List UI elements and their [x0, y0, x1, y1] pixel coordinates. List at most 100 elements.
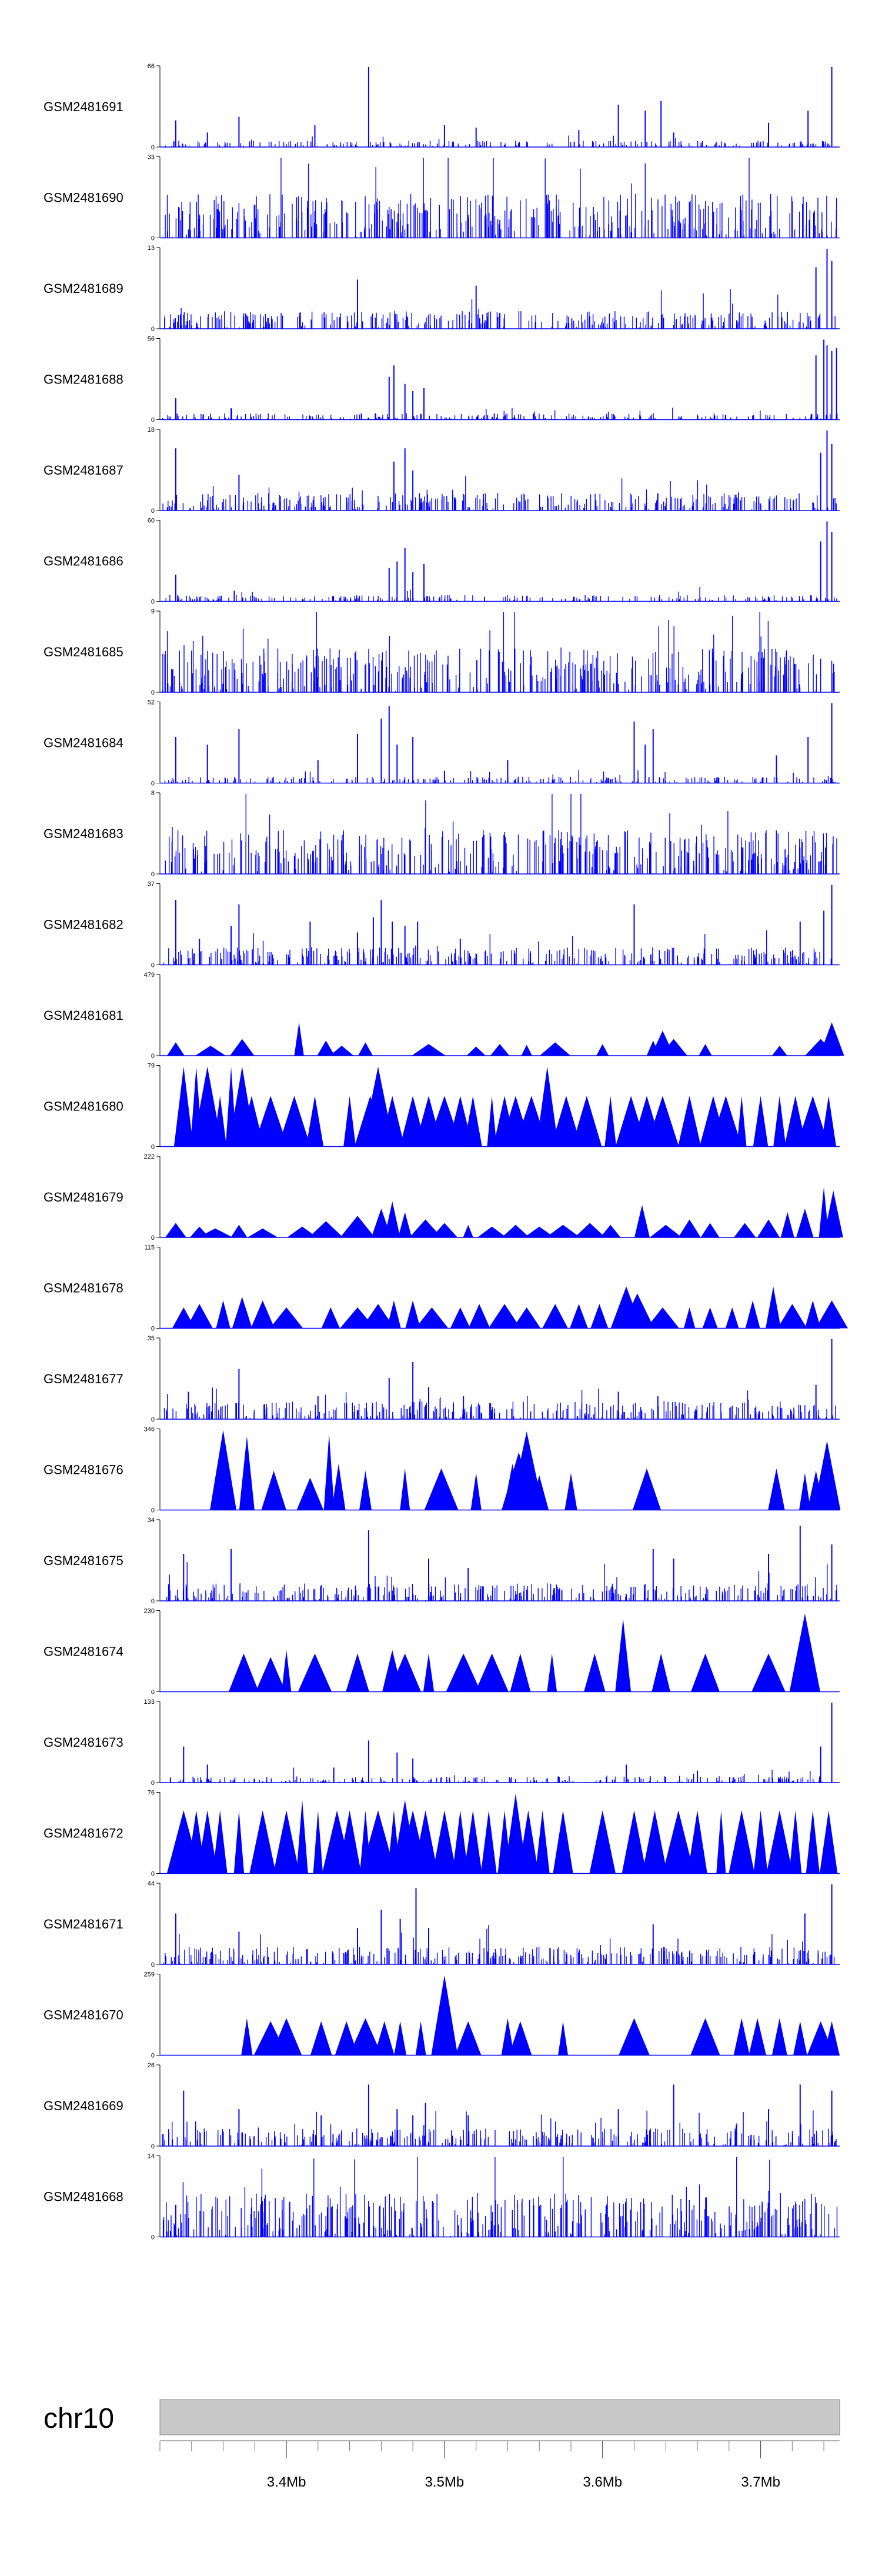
coverage-peak	[749, 2018, 766, 2056]
coverage-peak	[309, 1221, 343, 1237]
coverage-peak	[691, 1653, 720, 1692]
coverage-peak	[662, 1810, 694, 1874]
axis-tick-label: 3.7Mb	[741, 2474, 780, 2490]
track-label: GSM2481685	[44, 645, 123, 659]
coverage-peak	[622, 1810, 647, 1874]
coverage-peak	[521, 1045, 532, 1056]
track-label: GSM2481675	[44, 1553, 123, 1568]
y-max-label: 44	[148, 1880, 155, 1887]
coverage-peak	[374, 2021, 395, 2056]
coverage-peak	[468, 1304, 490, 1329]
coverage-peak	[600, 1224, 621, 1237]
coverage-peak	[619, 2018, 650, 2056]
coverage-peak	[690, 2018, 720, 2056]
y-max-label: 66	[148, 63, 155, 70]
track-label: GSM2481682	[44, 917, 123, 932]
coverage-peak	[564, 1473, 577, 1510]
y-zero-label: 0	[151, 326, 155, 333]
track-label: GSM2481670	[44, 2008, 123, 2023]
y-zero-label: 0	[151, 780, 155, 788]
y-zero-label: 0	[151, 1780, 155, 1787]
coverage-peak	[389, 1653, 421, 1692]
y-zero-label: 0	[151, 1416, 155, 1423]
track-label: GSM2481680	[44, 1099, 123, 1114]
coverage-peak	[804, 1300, 821, 1329]
coverage-peak	[487, 1096, 497, 1147]
coverage-peak	[241, 2018, 253, 2056]
y-max-label: 346	[144, 1426, 155, 1433]
coverage-peak	[281, 1650, 292, 1692]
coverage-peak	[294, 1022, 304, 1056]
coverage-peak	[700, 1223, 720, 1237]
coverage-peak	[165, 1223, 186, 1237]
coverage-peak	[510, 1653, 531, 1692]
coverage-peak	[400, 1468, 410, 1510]
y-max-label: 60	[148, 518, 155, 525]
y-zero-label: 0	[151, 1234, 155, 1242]
track-label: GSM2481673	[44, 1735, 123, 1750]
coverage-peak	[766, 1810, 793, 1874]
track: GSM2481673 133 0	[44, 1699, 840, 1787]
coverage-peak	[446, 1653, 481, 1692]
coverage-peak	[819, 1022, 844, 1056]
coverage-peak	[766, 1286, 781, 1329]
coverage-peak	[466, 1046, 486, 1056]
coverage-peak	[412, 1044, 446, 1056]
coverage-peak	[405, 1300, 420, 1329]
track-label: GSM2481687	[44, 463, 123, 478]
coverage-peak	[197, 1810, 218, 1874]
y-zero-label: 0	[151, 1598, 155, 1605]
coverage-peak	[287, 1226, 318, 1237]
coverage-peak	[518, 1810, 539, 1874]
coverage-peak	[230, 1224, 248, 1237]
coverage-peak	[702, 1307, 718, 1329]
coverage-peak	[553, 1810, 573, 1874]
track: GSM2481669 26 0	[44, 2062, 840, 2150]
coverage-signal	[162, 612, 835, 692]
coverage-peak	[269, 1307, 303, 1329]
coverage-peak	[729, 1810, 755, 1874]
coverage-peak	[296, 1800, 308, 1874]
coverage-peak	[323, 1433, 335, 1510]
coverage-peak	[590, 1304, 609, 1329]
track: GSM2481682 37 0	[44, 881, 840, 969]
coverage-peak	[296, 1477, 324, 1510]
coverage-peak	[230, 1039, 255, 1056]
coverage-peak	[551, 1096, 582, 1147]
coverage-peak	[584, 1653, 606, 1692]
track-label: GSM2481674	[44, 1644, 123, 1659]
y-max-label: 26	[148, 2062, 155, 2069]
coverage-peak	[799, 1473, 811, 1510]
coverage-signal	[164, 289, 836, 329]
chromosome-ideogram	[159, 2399, 840, 2435]
y-max-label: 18	[148, 426, 155, 433]
track: GSM2481677 35 0	[44, 1335, 840, 1423]
coverage-peak	[535, 1810, 550, 1874]
coverage-peak	[734, 1223, 756, 1237]
coverage-peak	[343, 1096, 356, 1147]
y-zero-label: 0	[151, 1871, 155, 1878]
coverage-peak	[228, 1653, 259, 1692]
track: GSM2481672 76 0	[44, 1790, 840, 1878]
coverage-peak	[423, 1653, 435, 1692]
coverage-peak	[455, 2021, 482, 2056]
coverage-peak	[233, 1810, 245, 1874]
coverage-peak	[212, 1810, 228, 1874]
axis-tick-label: 3.4Mb	[267, 2474, 306, 2490]
track: GSM2481683 8 0	[44, 790, 840, 878]
coverage-peak	[642, 1810, 667, 1874]
track: GSM2481681 479 0	[44, 972, 844, 1060]
coverage-peak	[313, 1810, 323, 1874]
coverage-peak	[604, 1096, 617, 1147]
coverage-peak	[349, 2018, 382, 2056]
y-max-label: 14	[148, 2153, 155, 2160]
chromosome-label: chr10	[44, 2403, 114, 2434]
coverage-peak	[253, 1096, 288, 1147]
coverage-peak	[480, 1810, 497, 1874]
coverage-peak	[821, 1096, 837, 1147]
coverage-peak	[431, 1223, 458, 1237]
coverage-peak	[753, 1096, 769, 1147]
coverage-peak	[329, 1046, 354, 1056]
coverage-peak	[813, 1440, 841, 1510]
coverage-peak	[510, 1431, 544, 1510]
